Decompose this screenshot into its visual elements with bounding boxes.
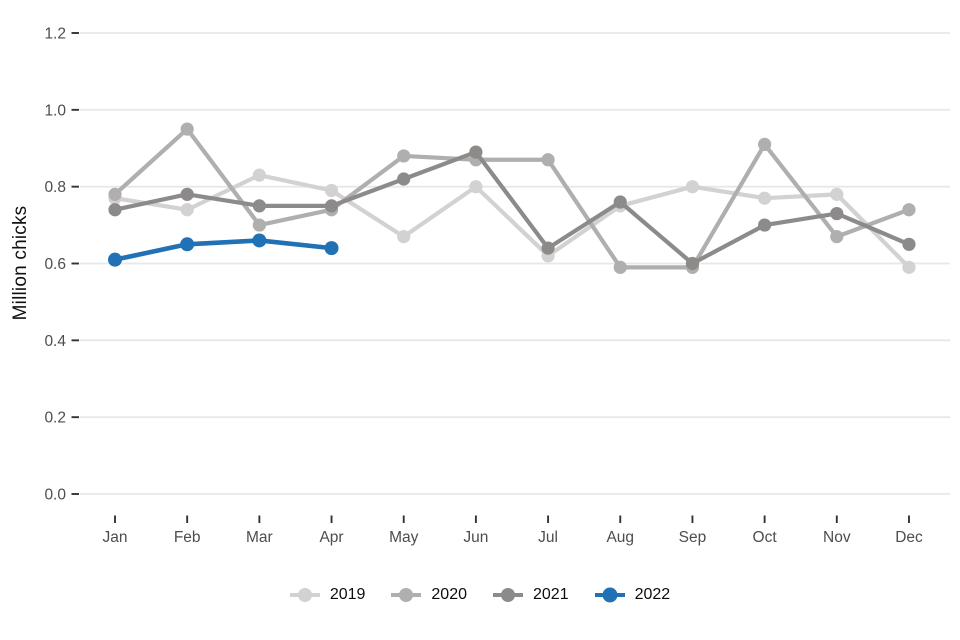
data-point-2019-feb (180, 203, 194, 217)
data-point-2020-feb (180, 122, 194, 136)
data-point-2021-apr (324, 199, 339, 213)
x-tick-label-mar: Mar (246, 529, 273, 546)
data-point-2020-dec (902, 203, 916, 217)
data-point-2021-nov (830, 206, 844, 221)
legend-key-2021-line-dot-icon (493, 587, 523, 603)
series-line-2021 (114, 149, 910, 266)
x-tick-label-feb: Feb (174, 529, 201, 546)
data-point-2021-jul (541, 241, 555, 255)
data-point-2022-feb (180, 237, 195, 252)
legend-item-2019: 2019 (289, 586, 366, 604)
data-point-2022-jan (108, 252, 122, 267)
y-tick-label-1.0: 1.0 (44, 102, 66, 119)
data-point-2019-nov (830, 187, 844, 201)
data-point-2020-aug (613, 260, 627, 274)
legend-label-2022: 2022 (634, 586, 671, 603)
x-tick-label-apr: Apr (319, 529, 343, 546)
legend-label-2020: 2020 (431, 586, 467, 603)
legend-item-2021: 2021 (493, 586, 569, 604)
x-tick-label-nov: Nov (823, 529, 851, 546)
data-point-2022-mar (252, 233, 267, 248)
data-point-2021-dec (902, 237, 916, 251)
data-point-2019-sep (685, 180, 700, 194)
data-point-2021-jun (469, 145, 483, 159)
series-line-2020 (113, 126, 910, 270)
data-point-2020-oct (758, 137, 772, 152)
y-tick-label-0.6: 0.6 (44, 256, 66, 273)
data-point-2020-nov (830, 230, 844, 244)
legend-label-2021: 2021 (533, 586, 569, 603)
data-point-2021-may (397, 172, 411, 186)
data-point-2020-may (397, 149, 411, 163)
data-point-2020-mar (252, 218, 266, 232)
line-chart: 0.0 0.2 0.4 0.6 0.8 1.0 1.2 Jan Feb Mar Apr May Jun J… (44, 26, 950, 546)
legend-key-2022-line-dot-icon (594, 587, 625, 603)
x-tick-label-aug: Aug (606, 529, 634, 546)
data-point-2020-jan (108, 187, 122, 201)
legend-key-2020-line-dot-icon (391, 587, 422, 603)
series-line-2022 (114, 238, 332, 262)
data-point-2019-mar (252, 168, 266, 182)
y-tick-label-1.2: 1.2 (44, 26, 66, 43)
y-axis-title: Million chicks (10, 205, 31, 321)
data-point-2021-oct (758, 218, 772, 232)
data-point-2021-aug (613, 195, 627, 209)
y-tick-label-0.2: 0.2 (44, 410, 66, 427)
legend: 2019 2020 2021 2022 (0, 586, 960, 604)
x-tick-label-dec: Dec (895, 529, 923, 546)
y-tick-label-0.4: 0.4 (44, 333, 66, 350)
data-point-2021-mar (252, 199, 266, 213)
data-point-2021-jan (108, 203, 122, 217)
legend-label-2019: 2019 (329, 586, 366, 603)
x-tick-label-oct: Oct (753, 529, 778, 546)
data-point-2019-oct (758, 191, 772, 205)
data-point-2022-apr (324, 241, 339, 256)
x-tick-label-may: May (389, 529, 419, 546)
legend-item-2022: 2022 (594, 586, 671, 604)
legend-item-2020: 2020 (391, 586, 467, 604)
data-point-2019-may (397, 230, 411, 244)
data-point-2019-dec (902, 260, 916, 274)
legend-key-2019-line-dot-icon (289, 587, 320, 603)
data-point-2021-sep (685, 256, 700, 271)
data-point-2019-jun (469, 180, 483, 194)
x-tick-label-jan: Jan (103, 529, 128, 546)
series-line-2019 (114, 173, 911, 269)
data-point-2020-jul (541, 153, 555, 167)
y-tick-label-0.8: 0.8 (44, 179, 66, 196)
x-tick-label-jul: Jul (538, 529, 558, 546)
y-tick-label-0.0: 0.0 (44, 487, 66, 504)
x-tick-label-sep: Sep (679, 529, 707, 546)
data-point-2019-apr (324, 183, 339, 198)
x-tick-label-jun: Jun (463, 529, 488, 546)
data-point-2021-feb (180, 187, 194, 201)
